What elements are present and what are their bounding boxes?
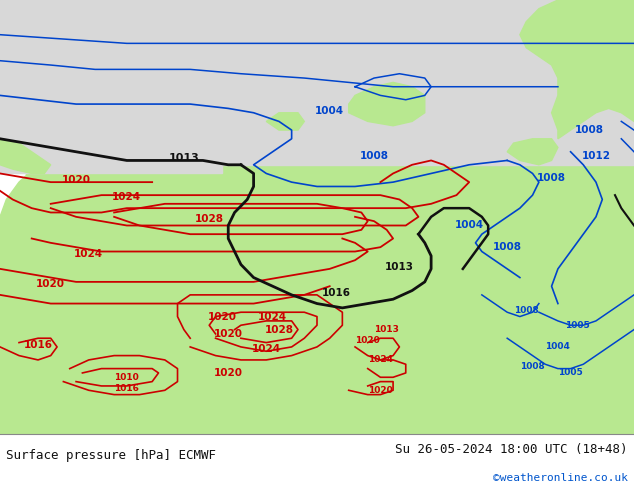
Text: 1008: 1008 [359,151,389,161]
Polygon shape [266,113,304,130]
Text: 1013: 1013 [385,262,414,271]
Text: 1013: 1013 [169,153,199,163]
Text: 1004: 1004 [545,343,571,351]
Text: 1005: 1005 [558,368,583,377]
Polygon shape [0,0,634,434]
Polygon shape [0,104,190,251]
Text: 1020: 1020 [61,175,91,185]
Text: 1013: 1013 [374,325,399,334]
Text: 1020: 1020 [36,279,65,289]
Text: 1020: 1020 [207,312,236,321]
Text: 1004: 1004 [315,105,344,116]
Text: 1028: 1028 [264,324,294,335]
Text: 1024: 1024 [258,312,287,321]
Text: 1024: 1024 [74,249,103,259]
Text: 1028: 1028 [195,214,224,224]
Text: ©weatheronline.co.uk: ©weatheronline.co.uk [493,472,628,483]
Text: 1020: 1020 [214,329,243,339]
Text: 1016: 1016 [114,384,139,392]
Text: 1008: 1008 [493,242,522,252]
Polygon shape [520,0,634,139]
Bar [0,0,222,173]
Text: Surface pressure [hPa] ECMWF: Surface pressure [hPa] ECMWF [6,448,216,462]
Text: 1020: 1020 [368,386,393,395]
Text: 1024: 1024 [252,344,281,354]
Text: 1024: 1024 [112,192,141,202]
Text: Su 26-05-2024 18:00 UTC (18+48): Su 26-05-2024 18:00 UTC (18+48) [395,443,628,456]
Text: 1016: 1016 [321,288,351,298]
Polygon shape [0,0,634,434]
Text: 1008: 1008 [537,173,566,183]
Bar [0,0,634,165]
Bar [0,0,444,139]
Polygon shape [507,139,558,165]
Text: 1016: 1016 [23,340,53,350]
Text: 1012: 1012 [581,151,611,161]
Text: 1010: 1010 [114,373,139,382]
Polygon shape [0,139,51,173]
Text: 1020: 1020 [355,336,380,345]
Text: 1008: 1008 [520,362,545,371]
Text: 1008: 1008 [514,306,539,315]
Text: 1004: 1004 [455,220,484,230]
Polygon shape [349,82,425,126]
Text: 1008: 1008 [575,125,604,135]
Text: 1020: 1020 [214,368,243,378]
Text: 1005: 1005 [564,321,590,330]
Polygon shape [0,78,139,152]
Text: 1024: 1024 [368,355,393,365]
